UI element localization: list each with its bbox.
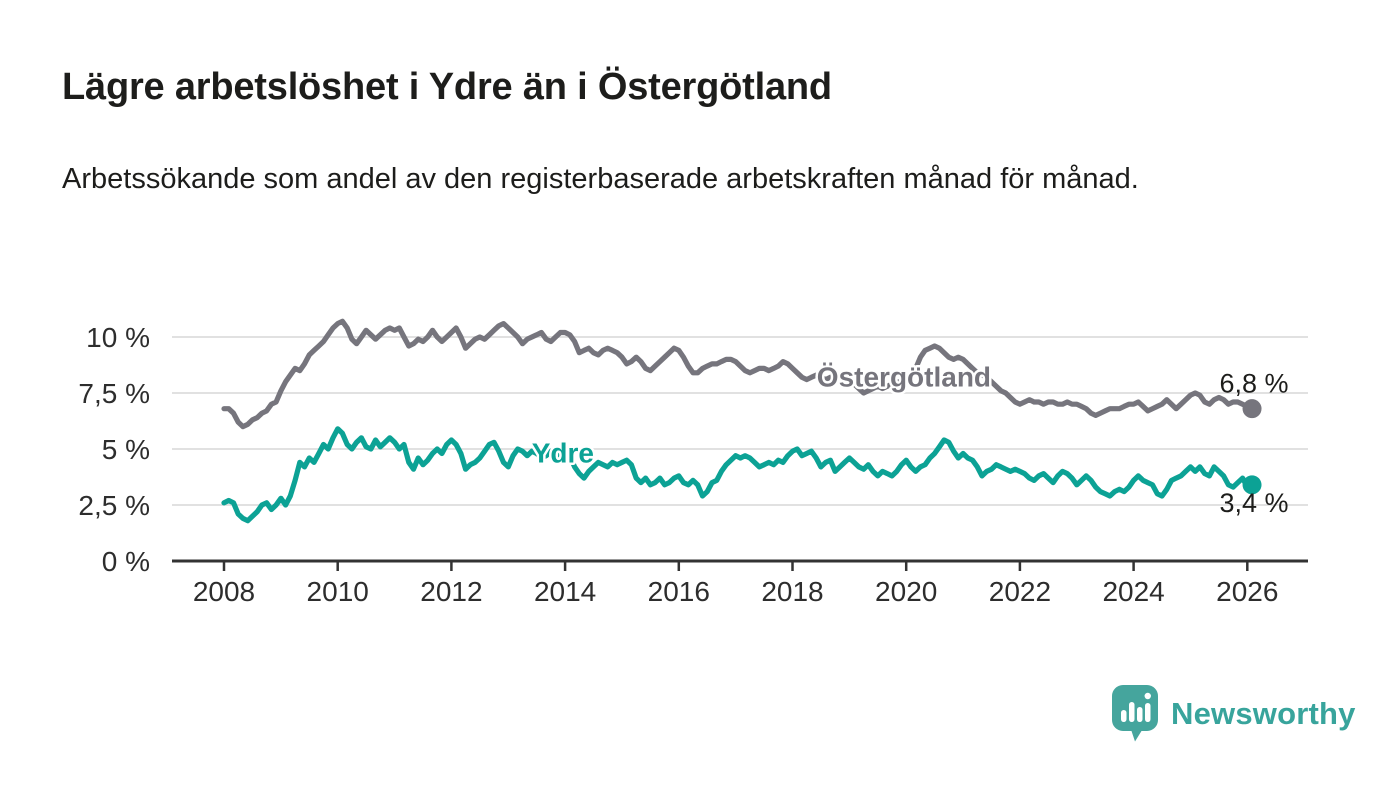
series-line-ostergotland <box>221 318 1255 430</box>
logo-bar-1 <box>1121 710 1127 722</box>
x-tick-label: 2024 <box>1102 576 1164 607</box>
x-tick-label: 2012 <box>420 576 482 607</box>
x-tick-label: 2010 <box>307 576 369 607</box>
newsworthy-logo-icon <box>1112 685 1158 742</box>
chart-subtitle: Arbetssökande som andel av den registerb… <box>62 163 1139 195</box>
y-tick-label: 0 % <box>102 546 150 577</box>
series-end-dot-ydre <box>1242 475 1262 495</box>
x-tick-label: 2016 <box>648 576 710 607</box>
y-tick-label: 2,5 % <box>78 490 150 521</box>
y-tick-label: 5 % <box>102 434 150 465</box>
x-tick-label: 2026 <box>1216 576 1278 607</box>
x-tick-label: 2022 <box>989 576 1051 607</box>
x-tick-label: 2018 <box>761 576 823 607</box>
series-label-ostergotland: Östergötland <box>817 361 991 392</box>
x-tick-label: 2020 <box>875 576 937 607</box>
x-tick-label: 2014 <box>534 576 596 607</box>
logo-exclamation-dot <box>1144 692 1151 700</box>
end-value-label-ostergotland: 6,8 % <box>1220 369 1289 399</box>
logo-bar-2 <box>1129 702 1135 722</box>
y-tick-label: 7,5 % <box>78 378 150 409</box>
logo-bubble-shape <box>1112 685 1158 742</box>
newsworthy-logo: Newsworthy <box>1112 685 1356 742</box>
series-label-ydre: Ydre <box>532 437 594 468</box>
series-end-dot-ostergotland <box>1242 399 1262 419</box>
end-value-label-ydre: 3,4 % <box>1220 488 1289 518</box>
logo-exclamation-bar <box>1145 703 1151 722</box>
logo-bar-3 <box>1137 707 1143 722</box>
x-tick-label: 2008 <box>193 576 255 607</box>
newsworthy-logo-text: Newsworthy <box>1171 695 1356 731</box>
series-line-ydre <box>221 426 1255 524</box>
y-tick-label: 10 % <box>86 322 150 353</box>
chart-title: Lägre arbetslöshet i Ydre än i Östergötl… <box>62 66 832 108</box>
